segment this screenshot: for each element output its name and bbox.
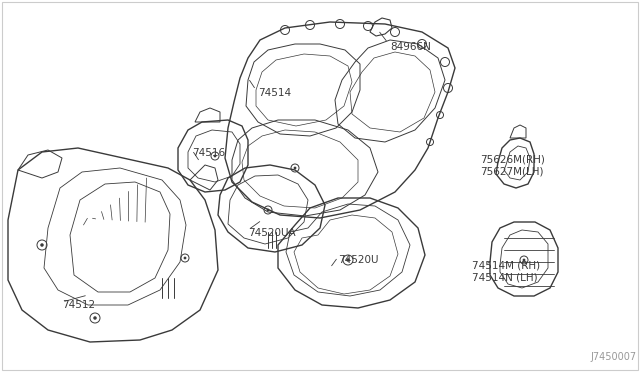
- Text: 75627M(LH): 75627M(LH): [480, 167, 543, 177]
- Circle shape: [523, 259, 525, 262]
- Text: 75626M(RH): 75626M(RH): [480, 155, 545, 165]
- Text: 74512: 74512: [62, 300, 95, 310]
- Circle shape: [214, 155, 216, 157]
- Circle shape: [40, 243, 44, 247]
- Circle shape: [294, 167, 296, 169]
- Text: 74514: 74514: [258, 88, 291, 98]
- Text: 74514M (RH): 74514M (RH): [472, 260, 540, 270]
- Circle shape: [267, 209, 269, 211]
- Text: 84966N: 84966N: [390, 42, 431, 52]
- Text: 74520UA: 74520UA: [248, 228, 296, 238]
- Text: 74516: 74516: [192, 148, 225, 158]
- Circle shape: [184, 257, 186, 259]
- Text: J7450007: J7450007: [590, 352, 636, 362]
- Circle shape: [93, 316, 97, 320]
- Text: 74520U: 74520U: [338, 255, 378, 265]
- Text: 74514N (LH): 74514N (LH): [472, 272, 538, 282]
- Circle shape: [346, 258, 349, 262]
